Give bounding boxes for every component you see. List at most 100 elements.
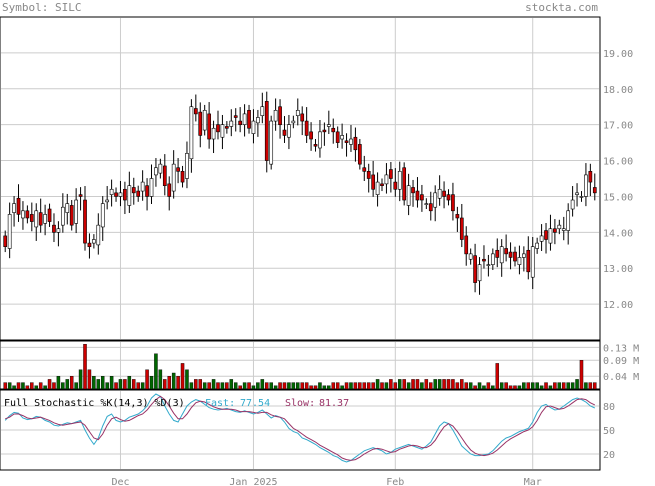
- volume-bar: [464, 382, 468, 390]
- candle-body: [114, 192, 118, 197]
- stochastic-tick-label: 20: [603, 450, 615, 461]
- volume-bar: [92, 376, 96, 390]
- candle-body: [247, 110, 251, 129]
- candle-body: [52, 224, 56, 233]
- candle-body: [176, 167, 180, 172]
- candle-body: [193, 108, 198, 115]
- volume-bar: [335, 382, 340, 390]
- slow-value: 81.37: [319, 398, 349, 409]
- stochastic-slow-line: [5, 395, 596, 461]
- candle-body: [482, 258, 486, 262]
- candle-body: [535, 242, 540, 249]
- volume-bar: [220, 382, 225, 390]
- volume-bar: [225, 382, 229, 390]
- volume-bar: [366, 382, 371, 390]
- volume-bar: [158, 369, 163, 390]
- candle-body: [29, 214, 34, 222]
- volume-tick-label: 0.13 M: [603, 343, 639, 354]
- candle-body: [220, 124, 225, 138]
- stochastic-title: Full Stochastic %K(14,3) %D(3): [4, 398, 185, 409]
- candle-body: [446, 194, 451, 201]
- volume-bar: [588, 382, 593, 390]
- volume-bar: [163, 379, 167, 390]
- candle-body: [344, 140, 349, 143]
- volume-bar: [384, 382, 389, 390]
- volume-bar: [74, 382, 78, 390]
- candle-body: [375, 181, 380, 195]
- candle-body: [490, 253, 495, 265]
- candle-body: [331, 127, 336, 133]
- volume-bar: [522, 382, 526, 390]
- volume-bar: [145, 369, 149, 390]
- candle-body: [433, 192, 438, 208]
- candle-body: [7, 214, 12, 249]
- volume-bar: [451, 379, 455, 390]
- volume-bar: [229, 379, 234, 390]
- candle-body: [508, 251, 513, 258]
- candle-body: [486, 264, 491, 266]
- volume-bar: [526, 382, 531, 390]
- candle-body: [207, 113, 211, 140]
- candle-body: [83, 199, 87, 244]
- volume-bar: [167, 376, 171, 390]
- candle-body: [74, 199, 78, 224]
- volume-bar: [575, 379, 579, 390]
- candle-body: [291, 120, 296, 124]
- volume-bar: [371, 382, 375, 390]
- candle-body: [526, 249, 531, 273]
- candle-body: [278, 106, 282, 125]
- volume-bar: [322, 385, 327, 390]
- volume-bar: [442, 379, 446, 390]
- volume-bars: [3, 344, 597, 390]
- candle-body: [362, 167, 367, 172]
- volume-bar: [553, 382, 557, 390]
- volume-bar: [216, 382, 220, 390]
- price-candles: [3, 91, 597, 295]
- candle-body: [318, 131, 322, 149]
- volume-bar: [269, 382, 273, 390]
- stochastic-fast-line: [4, 393, 596, 463]
- candle-body: [340, 135, 344, 140]
- candle-body: [424, 203, 429, 205]
- candle-body: [154, 167, 158, 176]
- volume-bar: [468, 382, 473, 390]
- candle-body: [34, 210, 39, 228]
- price-tick-label: 16.00: [603, 157, 633, 168]
- stochastic-grid: [1, 391, 599, 469]
- candle-body: [313, 144, 318, 147]
- volume-bar: [402, 379, 406, 390]
- candle-body: [38, 212, 43, 226]
- candle-body: [273, 110, 278, 122]
- candle-body: [100, 203, 105, 228]
- price-tick-label: 17.00: [603, 121, 633, 132]
- volume-bar: [544, 382, 548, 390]
- volume-bar: [171, 372, 176, 390]
- volume-bar: [149, 376, 154, 390]
- candle-body: [43, 214, 47, 224]
- candle-body: [158, 163, 163, 174]
- volume-bar: [300, 382, 304, 390]
- volume-bar: [539, 385, 544, 390]
- candle-body: [575, 192, 579, 195]
- volume-bar: [69, 376, 74, 390]
- candle-body: [380, 183, 384, 186]
- volume-bar: [278, 382, 282, 390]
- candle-body: [477, 264, 482, 282]
- volume-bar: [273, 385, 278, 390]
- volume-bar: [535, 382, 539, 390]
- slow-label: Slow:: [285, 398, 315, 409]
- volume-bar: [21, 382, 25, 390]
- candle-body: [282, 129, 287, 136]
- volume-bar: [265, 382, 269, 390]
- volume-bar: [34, 385, 38, 390]
- volume-bar: [460, 379, 464, 390]
- date-tick-label: Mar: [524, 477, 542, 486]
- candle-body: [131, 187, 136, 194]
- volume-bar: [61, 382, 65, 390]
- candle-body: [566, 210, 571, 231]
- volume-bar: [495, 363, 500, 390]
- candle-body: [468, 253, 473, 260]
- candle-body: [16, 197, 21, 215]
- volume-bar: [47, 379, 52, 390]
- price-tick-label: 15.00: [603, 192, 633, 203]
